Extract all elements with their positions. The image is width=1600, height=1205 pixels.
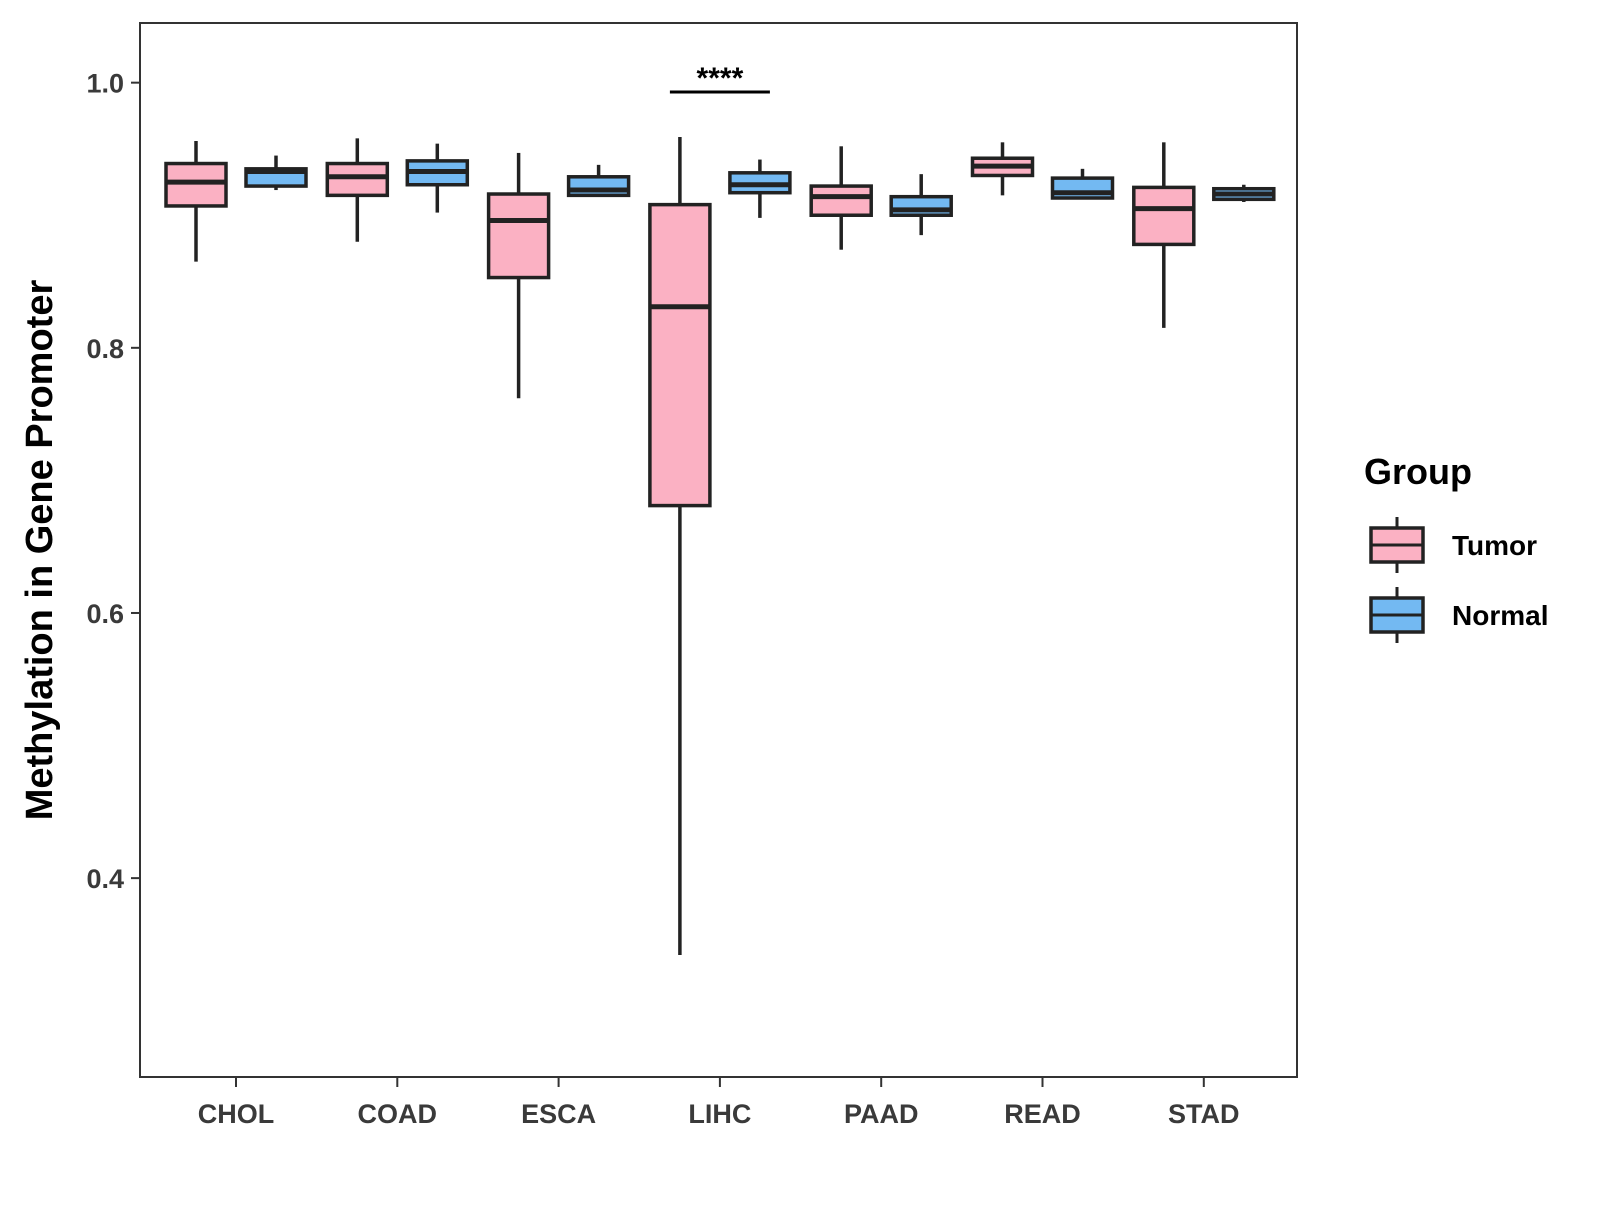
box-tumor-paad <box>809 146 873 250</box>
significance-label: **** <box>697 62 744 95</box>
significance-annotations: **** <box>669 62 770 95</box>
x-tick-label: LIHC <box>688 1099 751 1129</box>
x-axis: CHOL COAD ESCA LIHC PAAD READ STAD <box>198 1077 1240 1129</box>
box-iqr <box>648 202 712 508</box>
box-normal-esca <box>566 164 631 198</box>
legend-item-normal: Normal <box>1369 587 1548 643</box>
box-normal-chol <box>244 155 308 191</box>
box-normal-stad <box>1212 184 1276 202</box>
legend: Group Tumor Normal <box>1364 451 1548 643</box>
box-iqr <box>889 194 953 217</box>
box-iqr <box>486 192 551 280</box>
x-tick-label: STAD <box>1168 1099 1240 1129</box>
y-tick-label: 0.4 <box>86 864 124 894</box>
x-tick-label: COAD <box>358 1099 438 1129</box>
box-iqr <box>1132 185 1196 247</box>
x-tick-label: ESCA <box>521 1099 596 1129</box>
legend-title: Group <box>1364 451 1472 492</box>
box-normal-read <box>1050 168 1115 200</box>
x-tick-label: PAAD <box>844 1099 919 1129</box>
y-axis: 0.4 0.6 0.8 1.0 <box>86 69 140 894</box>
box-iqr <box>164 161 228 208</box>
x-tick-label: READ <box>1004 1099 1081 1129</box>
box-tumor-coad <box>325 138 390 242</box>
y-axis-title: Methylation in Gene Promoter <box>19 280 61 821</box>
box-tumor-chol <box>164 140 228 262</box>
box-normal-lihc <box>728 159 792 218</box>
legend-label: Normal <box>1452 600 1548 631</box>
plot-panel-border <box>139 22 1298 1078</box>
box-tumor-esca <box>486 152 551 399</box>
y-tick-label: 1.0 <box>86 69 124 99</box>
box-normal-coad <box>405 143 470 213</box>
box-iqr <box>566 175 631 198</box>
box-tumor-read <box>970 142 1035 196</box>
box-iqr <box>325 161 390 198</box>
box-normal-paad <box>889 174 953 236</box>
box-series <box>164 137 1276 956</box>
legend-label: Tumor <box>1452 530 1537 561</box>
box-tumor-stad <box>1132 142 1196 328</box>
y-tick-label: 0.6 <box>86 599 124 629</box>
legend-item-tumor: Tumor <box>1369 517 1537 573</box>
box-tumor-lihc <box>648 137 712 956</box>
y-tick-label: 0.8 <box>86 334 124 364</box>
box-iqr <box>809 184 873 217</box>
x-tick-label: CHOL <box>198 1099 275 1129</box>
